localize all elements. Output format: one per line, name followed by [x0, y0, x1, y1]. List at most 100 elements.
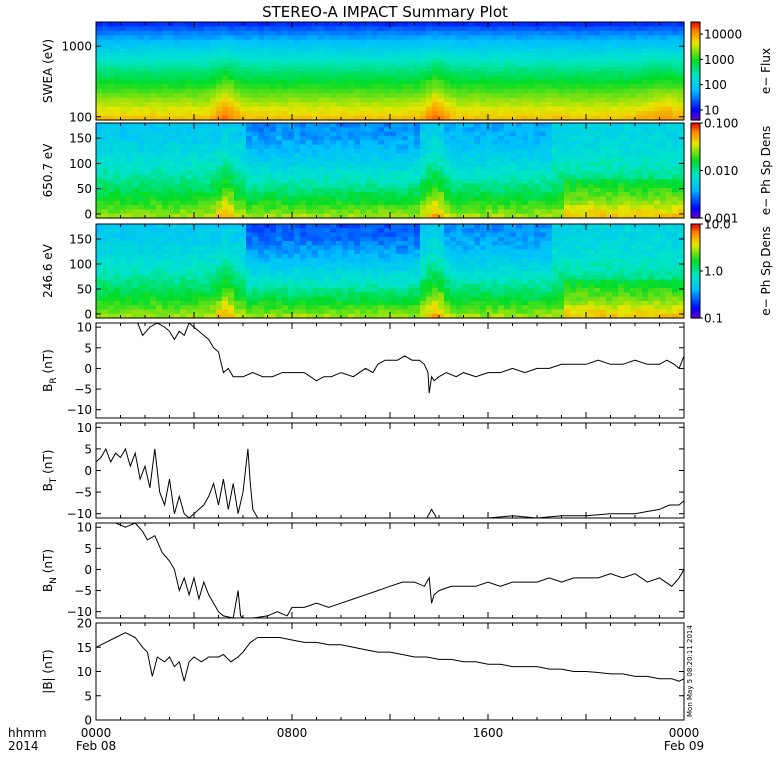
swea-cell — [660, 53, 667, 58]
pad650-cell — [168, 127, 175, 132]
swea-cell — [276, 98, 283, 103]
pad650-cell — [240, 209, 247, 214]
swea-cell — [336, 44, 343, 49]
pad650-ytick-label: 50 — [77, 182, 92, 196]
swea-cell — [372, 107, 379, 112]
swea-cell — [216, 84, 223, 89]
pad650-cell — [156, 183, 163, 188]
swea-cell — [504, 102, 511, 107]
swea-cell — [192, 93, 199, 98]
swea-cell — [354, 62, 361, 67]
swea-cell — [642, 26, 649, 31]
swea-cell — [660, 58, 667, 63]
swea-cell — [270, 40, 277, 45]
swea-cell — [396, 31, 403, 36]
pad650-cell — [162, 188, 169, 193]
pad246-cell — [174, 284, 181, 289]
pad650-cell — [504, 183, 511, 188]
swea-cell — [198, 35, 205, 40]
pad650-cell — [252, 132, 259, 137]
swea-cell — [636, 26, 643, 31]
swea-cell — [612, 44, 619, 49]
pad246-cell — [186, 237, 193, 242]
pad650-cell — [402, 183, 409, 188]
swea-cell — [126, 53, 133, 58]
pad650-cell — [408, 140, 415, 145]
swea-cell — [138, 35, 145, 40]
swea-cell — [624, 58, 631, 63]
swea-cell — [228, 26, 235, 31]
pad650-cell — [288, 192, 295, 197]
swea-cell — [372, 93, 379, 98]
swea-cell — [468, 62, 475, 67]
pad246-cell — [204, 309, 211, 314]
pad650-cell — [192, 188, 199, 193]
pad650-cell — [354, 149, 361, 154]
swea-cell — [534, 53, 541, 58]
swea-cell — [474, 89, 481, 94]
pad246-cell — [126, 267, 133, 272]
pad650-cell — [600, 149, 607, 154]
swea-cell — [234, 31, 241, 36]
pad650-cell — [372, 183, 379, 188]
pad650-cell — [216, 188, 223, 193]
pad650-cell — [606, 127, 613, 132]
swea-cell — [402, 111, 409, 116]
pad650-cell — [150, 123, 157, 128]
swea-cell — [234, 102, 241, 107]
swea-cell — [666, 107, 673, 112]
swea-cell — [366, 35, 373, 40]
swea-cell — [486, 84, 493, 89]
pad246-cell — [108, 228, 115, 233]
pad650-cell — [600, 179, 607, 184]
swea-cell — [390, 80, 397, 85]
pad650-cell — [534, 183, 541, 188]
pad650-cell — [528, 136, 535, 141]
pad650-cell — [282, 123, 289, 128]
swea-cell — [390, 84, 397, 89]
pad650-cell — [546, 192, 553, 197]
swea-cell — [348, 53, 355, 58]
pad650-cell — [498, 201, 505, 206]
swea-cell — [378, 80, 385, 85]
pad650-cell — [192, 149, 199, 154]
swea-cell — [402, 58, 409, 63]
pad650-cell — [156, 162, 163, 167]
pad650-cell — [666, 132, 673, 137]
swea-cell — [258, 35, 265, 40]
pad650-ytick-label: 100 — [69, 157, 92, 171]
pad650-cell — [168, 179, 175, 184]
swea-cell — [168, 84, 175, 89]
pad650-cell — [600, 123, 607, 128]
pad650-cell — [504, 132, 511, 137]
swea-cell — [462, 71, 469, 76]
swea-cell — [210, 84, 217, 89]
pad650-cell — [324, 123, 331, 128]
swea-cell — [516, 98, 523, 103]
pad650-cell — [468, 196, 475, 201]
swea-cell — [174, 22, 181, 27]
swea-cell — [360, 40, 367, 45]
pad246-cell — [108, 275, 115, 280]
swea-cell — [234, 26, 241, 31]
pad650-cell — [144, 158, 151, 163]
pad650-cell — [324, 205, 331, 210]
pad650-cell — [654, 149, 661, 154]
swea-cell — [474, 31, 481, 36]
pad650-cell — [438, 205, 445, 210]
pad246-cell — [114, 288, 121, 293]
swea-cell — [312, 22, 319, 27]
pad650-cell — [198, 162, 205, 167]
swea-cell — [198, 44, 205, 49]
pad246-cell — [168, 292, 175, 297]
pad650-cell — [480, 171, 487, 176]
pad246-cell — [180, 309, 187, 314]
swea-cell — [594, 58, 601, 63]
swea-cell — [138, 31, 145, 36]
pad246-cell — [210, 275, 217, 280]
pad650-cell — [390, 153, 397, 158]
pad650-cell — [450, 149, 457, 154]
pad246-cell — [210, 262, 217, 267]
pad650-cell — [330, 166, 337, 171]
pad650-cell — [558, 188, 565, 193]
